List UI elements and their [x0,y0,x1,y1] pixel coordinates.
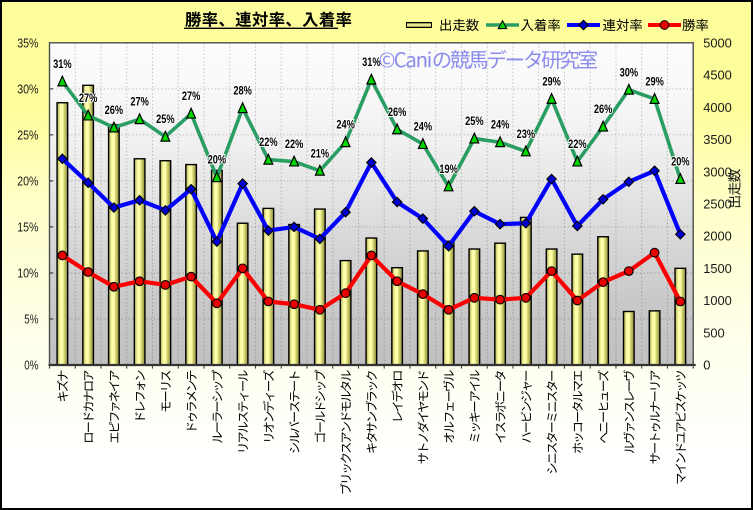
svg-text:25%: 25% [156,112,175,126]
svg-text:26%: 26% [105,103,124,117]
svg-text:24%: 24% [336,118,355,132]
svg-text:20%: 20% [671,155,690,169]
svg-text:20%: 20% [17,173,39,188]
svg-text:3500: 3500 [703,132,732,147]
svg-text:26%: 26% [388,105,407,119]
svg-text:500: 500 [703,325,725,340]
svg-text:2500: 2500 [703,197,732,212]
svg-text:29%: 29% [645,74,664,88]
svg-text:31%: 31% [53,57,72,71]
svg-text:10%: 10% [17,266,39,281]
svg-text:1000: 1000 [703,293,732,308]
svg-text:22%: 22% [568,137,587,151]
svg-text:23%: 23% [517,127,536,141]
svg-text:1500: 1500 [703,261,732,276]
svg-text:30%: 30% [620,65,639,79]
svg-text:5000: 5000 [703,35,732,50]
svg-text:28%: 28% [233,84,252,98]
svg-text:22%: 22% [285,137,304,151]
svg-text:0: 0 [703,358,710,373]
svg-text:15%: 15% [17,220,39,235]
svg-text:3000: 3000 [703,164,732,179]
svg-text:35%: 35% [17,35,39,50]
svg-text:30%: 30% [17,81,39,96]
svg-text:27%: 27% [130,95,149,109]
svg-text:24%: 24% [491,118,510,132]
svg-text:22%: 22% [259,135,278,149]
svg-text:29%: 29% [542,74,561,88]
svg-text:27%: 27% [182,89,201,103]
svg-text:0%: 0% [24,358,39,373]
svg-text:27%: 27% [79,91,98,105]
svg-text:25%: 25% [465,114,484,128]
svg-text:2000: 2000 [703,229,732,244]
svg-text:19%: 19% [439,162,458,176]
svg-text:4000: 4000 [703,100,732,115]
svg-text:25%: 25% [17,127,39,142]
svg-text:4500: 4500 [703,68,732,83]
svg-text:31%: 31% [362,55,381,69]
svg-text:26%: 26% [594,102,613,116]
svg-text:20%: 20% [208,153,227,167]
svg-text:24%: 24% [414,120,433,134]
svg-text:21%: 21% [311,146,330,160]
svg-text:5%: 5% [24,312,39,327]
